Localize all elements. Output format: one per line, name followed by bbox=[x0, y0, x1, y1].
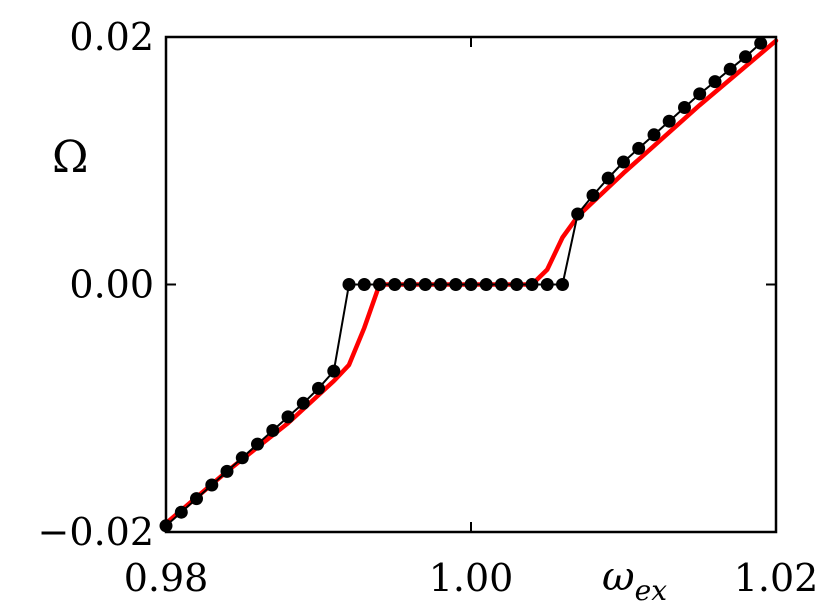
series-2-point bbox=[617, 155, 630, 169]
series-2-point bbox=[571, 207, 585, 221]
series-2-point bbox=[540, 278, 554, 291]
labels-layer: Ω ωex bbox=[52, 132, 667, 607]
series-2-point bbox=[708, 75, 722, 89]
series-2-point bbox=[495, 278, 508, 291]
series-layer bbox=[159, 36, 779, 533]
y-tick-label: 0.00 bbox=[69, 263, 154, 307]
series-2-point bbox=[205, 478, 219, 492]
series-2-point bbox=[327, 364, 341, 378]
series-2-point bbox=[357, 278, 371, 291]
x-tick-label: 1.00 bbox=[429, 556, 514, 600]
x-tick-label: 1.02 bbox=[734, 556, 819, 600]
series-2-point bbox=[723, 62, 737, 76]
series-2-point bbox=[281, 410, 295, 424]
y-tick-label: 0.02 bbox=[69, 15, 154, 59]
series-2-point bbox=[388, 278, 402, 291]
series-2-point bbox=[678, 101, 691, 114]
plot-frame bbox=[164, 35, 778, 534]
series-2-point bbox=[296, 396, 310, 410]
series-2-point bbox=[449, 278, 463, 291]
series-2-point bbox=[342, 278, 356, 291]
series-2-point bbox=[373, 278, 386, 291]
series-2-point bbox=[251, 437, 264, 451]
series-2-point bbox=[418, 278, 432, 291]
series-2-point bbox=[647, 128, 661, 142]
x-axis-label-subscript: ex bbox=[635, 574, 668, 607]
series-2-point bbox=[586, 188, 600, 202]
series-2-point bbox=[434, 278, 447, 291]
series-2-point bbox=[739, 50, 752, 64]
series-2-point bbox=[693, 87, 707, 101]
ticks-layer: 0.98 1.00 1.02 0.02 0.00 −0.02 bbox=[38, 15, 819, 600]
series-2-point bbox=[632, 141, 646, 155]
series-2-point bbox=[525, 278, 539, 291]
series-2-point bbox=[403, 278, 417, 291]
series-2-point bbox=[662, 114, 676, 128]
series-2-point bbox=[174, 505, 188, 519]
x-tick-label: 0.98 bbox=[124, 556, 209, 600]
series-2-point bbox=[479, 278, 493, 291]
series-2-point bbox=[754, 36, 768, 50]
series-2-line bbox=[165, 42, 762, 527]
x-axis-label: ωex bbox=[602, 554, 667, 607]
y-axis-label: Ω bbox=[52, 132, 88, 183]
series-2-point bbox=[220, 464, 234, 478]
series-2-point bbox=[190, 492, 203, 506]
y-tick-label: −0.02 bbox=[38, 510, 154, 554]
x-axis-label-main: ω bbox=[602, 554, 635, 600]
series-2-point bbox=[464, 278, 478, 291]
series-2-point bbox=[510, 278, 524, 291]
series-2-point bbox=[312, 381, 325, 395]
series-2-point bbox=[266, 424, 280, 437]
series-2-point bbox=[556, 278, 569, 291]
series-2-point bbox=[601, 171, 615, 185]
series-2-point bbox=[235, 451, 249, 465]
